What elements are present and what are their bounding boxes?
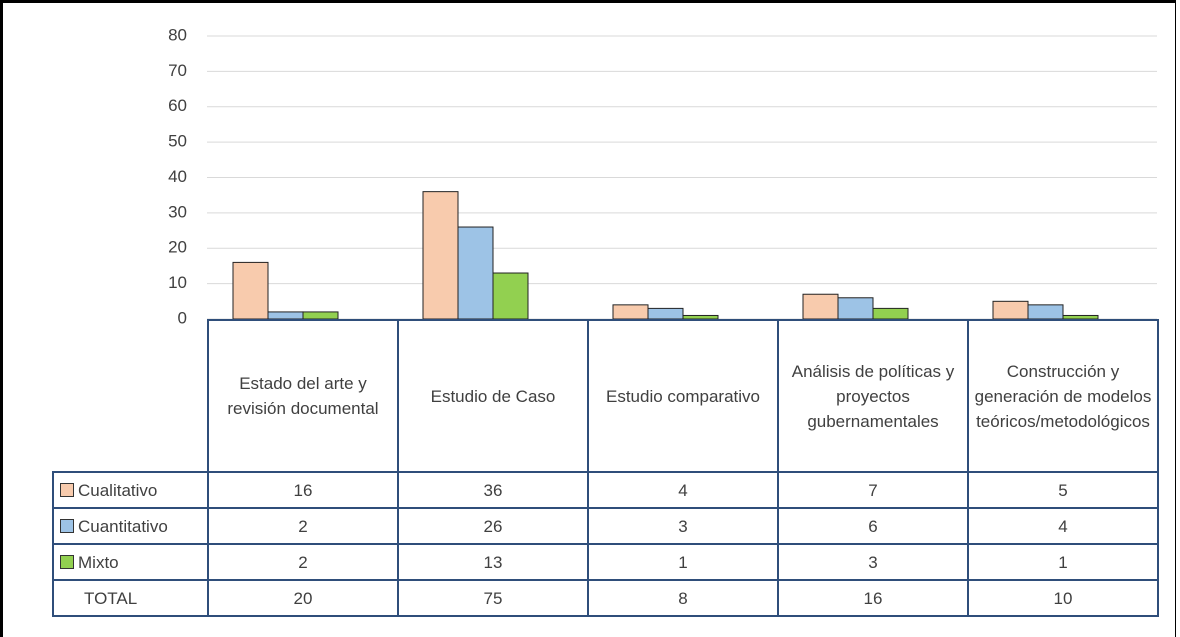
- legend-entry: Cualitativo: [52, 471, 209, 509]
- total-value: 8: [587, 579, 779, 617]
- series-row: Mixto 2 13 1 3 1: [52, 543, 1159, 581]
- y-tick-label: 40: [168, 167, 187, 186]
- series-row: Cualitativo 16 36 4 7 5: [52, 471, 1159, 509]
- legend-entry: Mixto: [52, 543, 209, 581]
- bar: [302, 311, 339, 320]
- bar: [992, 300, 1029, 320]
- table-value: 6: [777, 507, 969, 545]
- bar: [837, 297, 874, 320]
- y-tick-label: 60: [168, 96, 187, 115]
- legend-label: Mixto: [78, 552, 119, 572]
- total-value: 75: [397, 579, 589, 617]
- y-tick-label: 70: [168, 61, 187, 80]
- legend-swatch: [60, 518, 74, 533]
- bar: [267, 311, 304, 320]
- bar: [647, 307, 684, 320]
- table-value: 36: [397, 471, 589, 509]
- table-value: 26: [397, 507, 589, 545]
- bar: [802, 293, 839, 320]
- bar: [682, 314, 719, 320]
- bar: [232, 261, 269, 320]
- category-label: Estudio comparativo: [587, 319, 779, 473]
- table-value: 1: [967, 543, 1159, 581]
- y-tick-label: 50: [168, 132, 187, 151]
- table-value: 13: [397, 543, 589, 581]
- category-label: Estudio de Caso: [397, 319, 589, 473]
- total-value: 20: [207, 579, 399, 617]
- bar: [422, 191, 459, 320]
- data-table: Estado del arte y revisión documental Est…: [52, 319, 1159, 617]
- total-value: 16: [777, 579, 969, 617]
- y-tick-label: 10: [168, 273, 187, 292]
- blank-cell: [53, 320, 208, 473]
- table-value: 4: [967, 507, 1159, 545]
- table-value: 2: [207, 543, 399, 581]
- y-tick-label: 30: [168, 202, 187, 221]
- bar: [492, 272, 529, 320]
- table-value: 5: [967, 471, 1159, 509]
- bar: [872, 307, 909, 320]
- series-row: Cuantitativo 2 26 3 6 4: [52, 507, 1159, 545]
- legend-swatch: [60, 554, 74, 569]
- table-value: 1: [587, 543, 779, 581]
- total-label: TOTAL: [84, 588, 138, 608]
- total-label-cell: TOTAL: [52, 579, 209, 617]
- total-value: 10: [967, 579, 1159, 617]
- bar: [612, 304, 649, 320]
- legend-label: Cualitativo: [78, 480, 158, 500]
- table-value: 4: [587, 471, 779, 509]
- bar: [457, 226, 494, 320]
- table-value: 3: [587, 507, 779, 545]
- chart: 0 10 20 30 40 50 60 70 80: [168, 25, 1157, 327]
- total-row: TOTAL 20 75 8 16 10: [52, 579, 1159, 617]
- table-value: 3: [777, 543, 969, 581]
- category-label: Análisis de políticas y proyectos gubern…: [777, 319, 969, 473]
- bar: [1062, 314, 1099, 320]
- legend-entry: Cuantitativo: [52, 507, 209, 545]
- header-row: Estado del arte y revisión documental Est…: [53, 319, 1159, 473]
- bar: [1027, 304, 1064, 320]
- y-tick-label: 80: [168, 25, 187, 44]
- y-tick-label: 20: [168, 238, 187, 257]
- table-value: 16: [207, 471, 399, 509]
- legend-label: Cuantitativo: [78, 516, 168, 536]
- legend-swatch: [60, 482, 74, 497]
- table-value: 2: [207, 507, 399, 545]
- table-value: 7: [777, 471, 969, 509]
- category-label: Estado del arte y revisión documental: [207, 319, 399, 473]
- y-tick-label: 0: [178, 308, 187, 327]
- category-label: Construcción y generación de modelos teó…: [967, 319, 1159, 473]
